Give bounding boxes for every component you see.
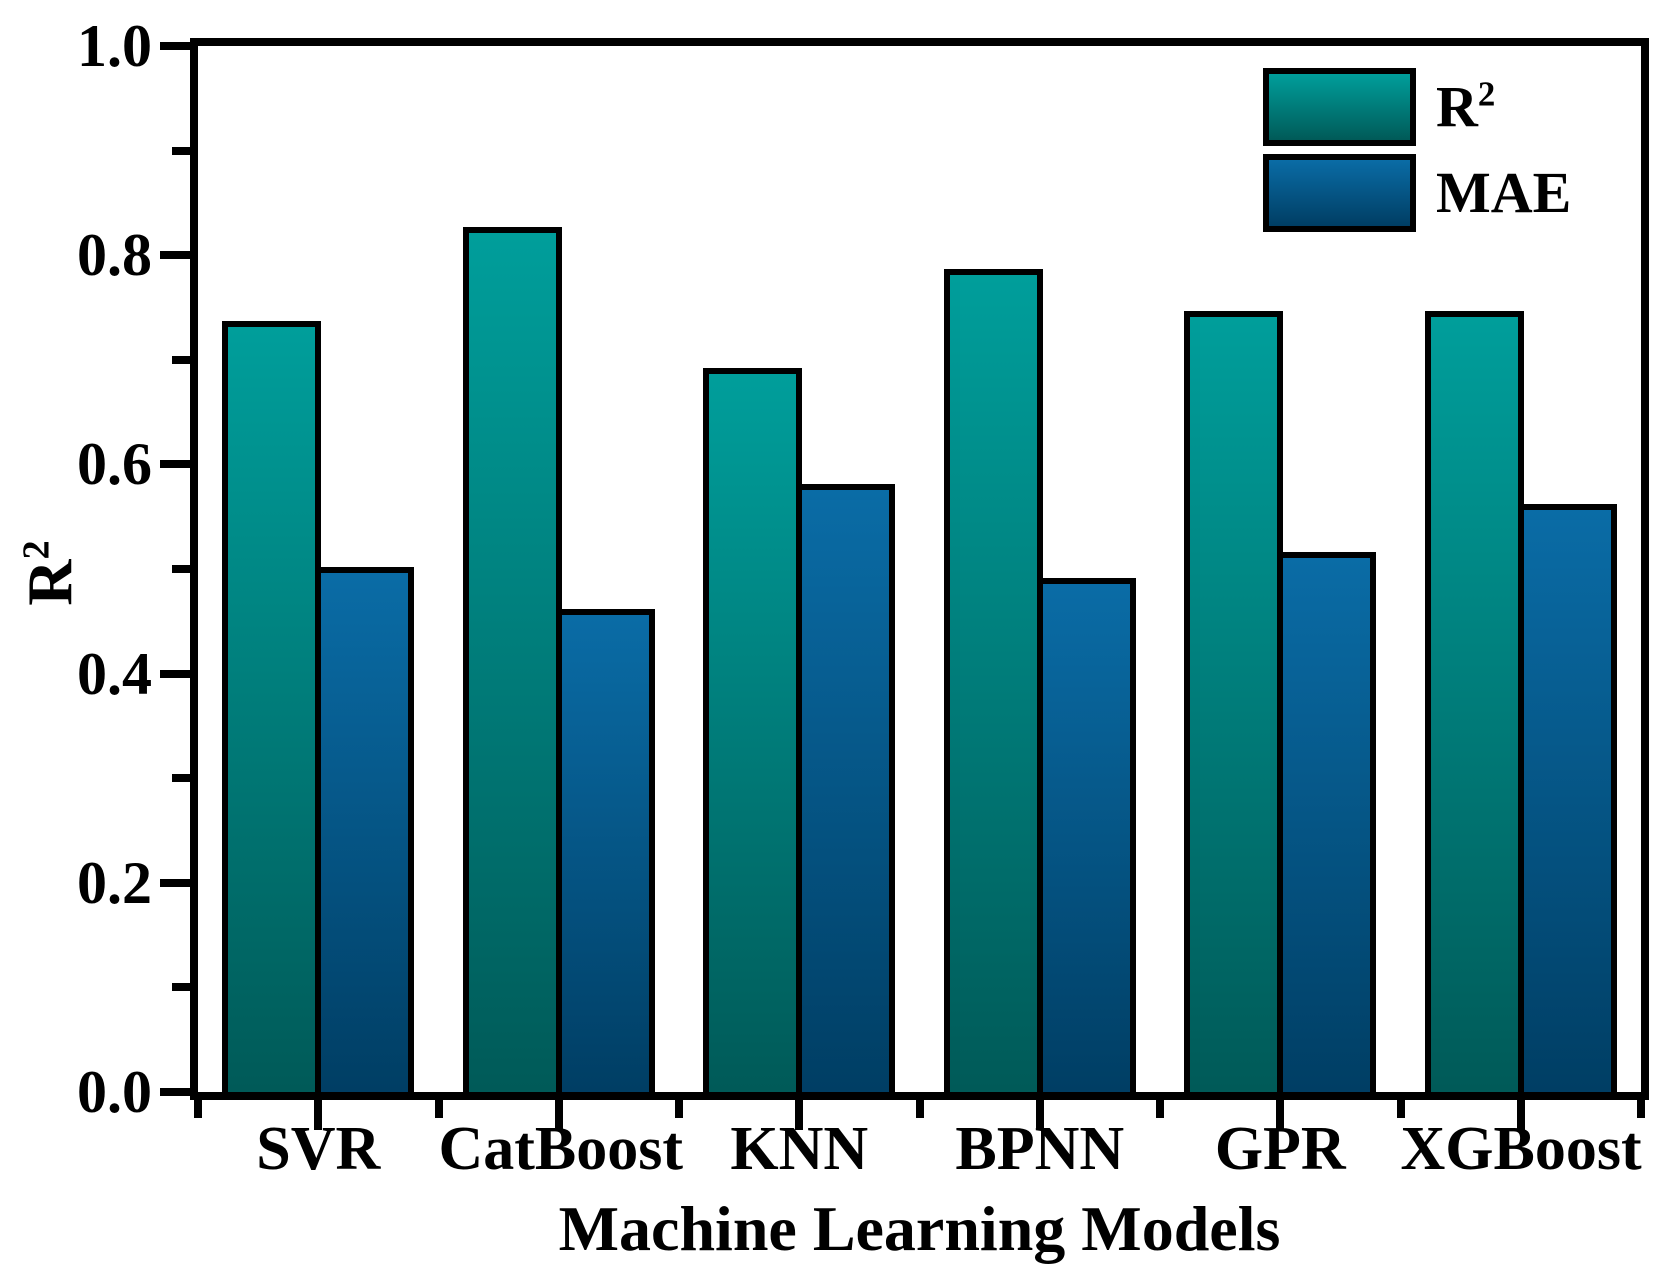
- bar-mae-gpr: [1277, 551, 1377, 1092]
- y-major-tick: [160, 42, 190, 50]
- y-major-tick: [160, 878, 190, 887]
- x-tick-label: XGBoost: [1400, 1115, 1642, 1183]
- y-axis-title-sup: 2: [15, 540, 58, 560]
- y-minor-tick: [172, 774, 190, 783]
- y-major-tick: [160, 460, 190, 469]
- y-major-tick: [160, 1088, 190, 1096]
- x-major-tick: [1516, 1100, 1525, 1130]
- x-tick-label: GPR: [1214, 1115, 1346, 1183]
- x-axis-title: Machine Learning Models: [558, 1193, 1281, 1264]
- bar-mae-catboost: [555, 609, 655, 1092]
- x-major-tick: [554, 1100, 563, 1130]
- bar-r2-gpr: [1184, 310, 1284, 1092]
- bar-mae-bpnn: [1036, 577, 1136, 1092]
- y-minor-tick: [172, 983, 190, 992]
- x-minor-tick: [194, 1100, 202, 1118]
- x-minor-tick: [1156, 1100, 1164, 1118]
- bar-r2-svr: [222, 321, 322, 1092]
- bar-r2-knn: [703, 368, 803, 1092]
- bar-r2-bpnn: [943, 269, 1043, 1092]
- x-tick-label: SVR: [256, 1115, 381, 1183]
- x-tick-label: CatBoost: [438, 1115, 684, 1183]
- legend-label-r2: R2: [1436, 68, 1495, 146]
- bar-mae-knn: [796, 483, 896, 1092]
- bar-r2-catboost: [462, 227, 562, 1092]
- y-minor-tick: [172, 565, 190, 573]
- x-minor-tick: [1396, 1100, 1405, 1118]
- y-major-tick: [160, 251, 190, 260]
- y-minor-tick: [172, 355, 190, 364]
- y-tick-label: 0.0: [77, 1059, 152, 1125]
- x-major-tick: [795, 1100, 804, 1130]
- bar-r2-xgboost: [1424, 310, 1524, 1092]
- legend-label-mae-base: MAE: [1436, 160, 1572, 225]
- legend-label-mae: MAE: [1436, 154, 1571, 232]
- legend-swatch-mae: [1263, 154, 1416, 232]
- legend-swatch-r2: [1263, 68, 1416, 146]
- legend-label-r2-sup: 2: [1477, 74, 1496, 114]
- y-axis-title: R2: [14, 493, 85, 653]
- x-minor-tick: [434, 1100, 443, 1118]
- x-major-tick: [1276, 1100, 1285, 1130]
- x-major-tick: [314, 1100, 323, 1130]
- y-tick-label: 0.8: [77, 222, 152, 289]
- x-major-tick: [1035, 1100, 1044, 1130]
- x-tick-label: BPNN: [955, 1115, 1125, 1183]
- y-tick-label: 1.0: [77, 13, 152, 79]
- y-tick-label: 0.6: [77, 431, 152, 498]
- y-major-tick: [160, 669, 190, 678]
- y-axis-title-base: R: [14, 559, 85, 606]
- x-minor-tick: [1637, 1100, 1645, 1118]
- x-tick-label: KNN: [730, 1115, 869, 1183]
- y-tick-label: 0.2: [77, 849, 152, 916]
- legend-label-r2-base: R: [1436, 74, 1478, 139]
- bar-mae-svr: [315, 567, 415, 1092]
- x-minor-tick: [675, 1100, 683, 1118]
- y-tick-label: 0.4: [77, 640, 152, 707]
- bar-mae-xgboost: [1517, 504, 1617, 1092]
- y-minor-tick: [172, 146, 190, 155]
- x-minor-tick: [915, 1100, 924, 1118]
